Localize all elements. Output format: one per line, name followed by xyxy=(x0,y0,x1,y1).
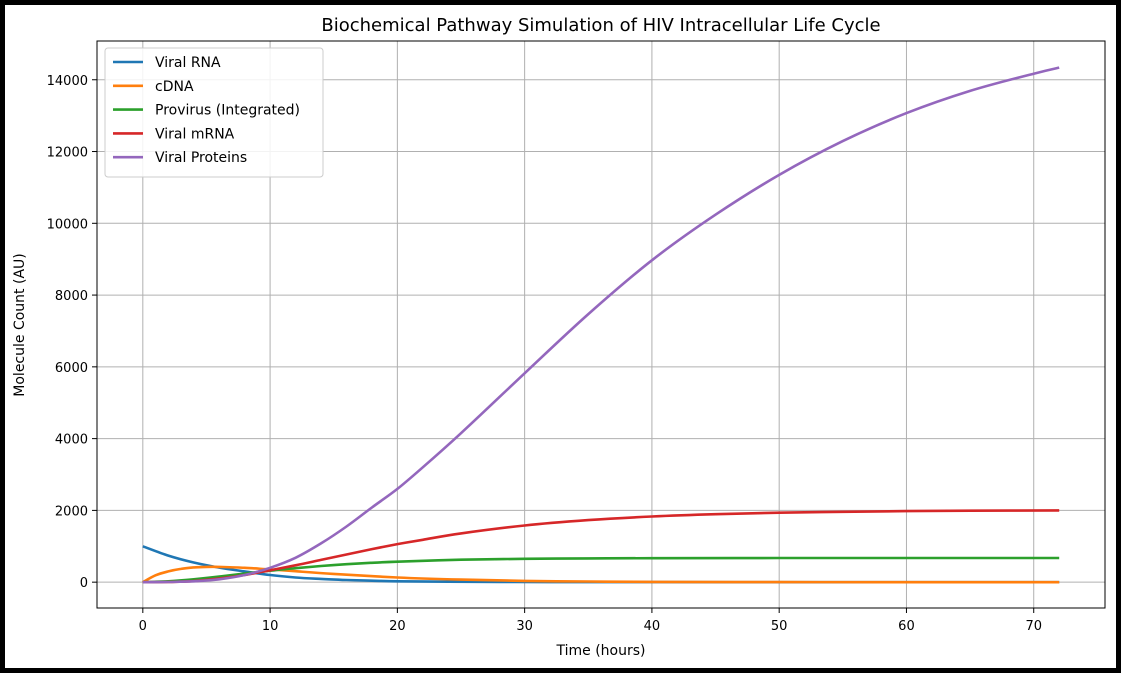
y-tick-label: 2000 xyxy=(55,504,88,519)
chart-title: Biochemical Pathway Simulation of HIV In… xyxy=(321,15,880,36)
legend-label: Provirus (Integrated) xyxy=(155,103,300,119)
axis-ticks: 0 10 20 30 40 50 60 70 0 2000 4000 6000 8000 10000 120… xyxy=(47,74,1042,634)
x-tick-label: 20 xyxy=(389,619,406,634)
y-tick-label: 10000 xyxy=(47,217,88,232)
line-chart: 0 10 20 30 40 50 60 70 0 2000 4000 6000 8000 10000 120… xyxy=(12,15,1106,659)
x-tick-label: 40 xyxy=(644,619,661,634)
legend-label: Viral Proteins xyxy=(155,150,247,166)
series-lines xyxy=(142,66,1060,584)
x-tick-label: 60 xyxy=(898,619,915,634)
y-tick-label: 6000 xyxy=(55,361,88,376)
legend: Viral RNA cDNA Provirus (Integrated) Viral … xyxy=(104,47,324,178)
series-line-4 xyxy=(142,66,1060,584)
x-tick-label: 30 xyxy=(516,619,533,634)
y-tick-label: 4000 xyxy=(55,433,88,448)
x-tick-label: 10 xyxy=(262,619,279,634)
y-tick-label: 8000 xyxy=(55,289,88,304)
x-tick-label: 50 xyxy=(771,619,788,634)
y-tick-label: 0 xyxy=(80,576,88,591)
x-tick-label: 70 xyxy=(1025,619,1042,634)
x-axis-label: Time (hours) xyxy=(556,643,646,659)
x-tick-label: 0 xyxy=(139,619,147,634)
series-line-2 xyxy=(142,556,1060,584)
legend-label: Viral RNA xyxy=(155,55,221,71)
y-tick-label: 12000 xyxy=(47,146,88,161)
y-tick-label: 14000 xyxy=(47,74,88,89)
legend-label: Viral mRNA xyxy=(155,126,235,142)
chart-frame: 0 10 20 30 40 50 60 70 0 2000 4000 6000 8000 10000 120… xyxy=(5,5,1116,668)
y-axis-label: Molecule Count (AU) xyxy=(12,253,28,396)
series-line-1 xyxy=(142,565,1060,584)
plot-frame xyxy=(96,40,1106,609)
legend-box xyxy=(104,47,324,178)
legend-label: cDNA xyxy=(155,79,194,95)
